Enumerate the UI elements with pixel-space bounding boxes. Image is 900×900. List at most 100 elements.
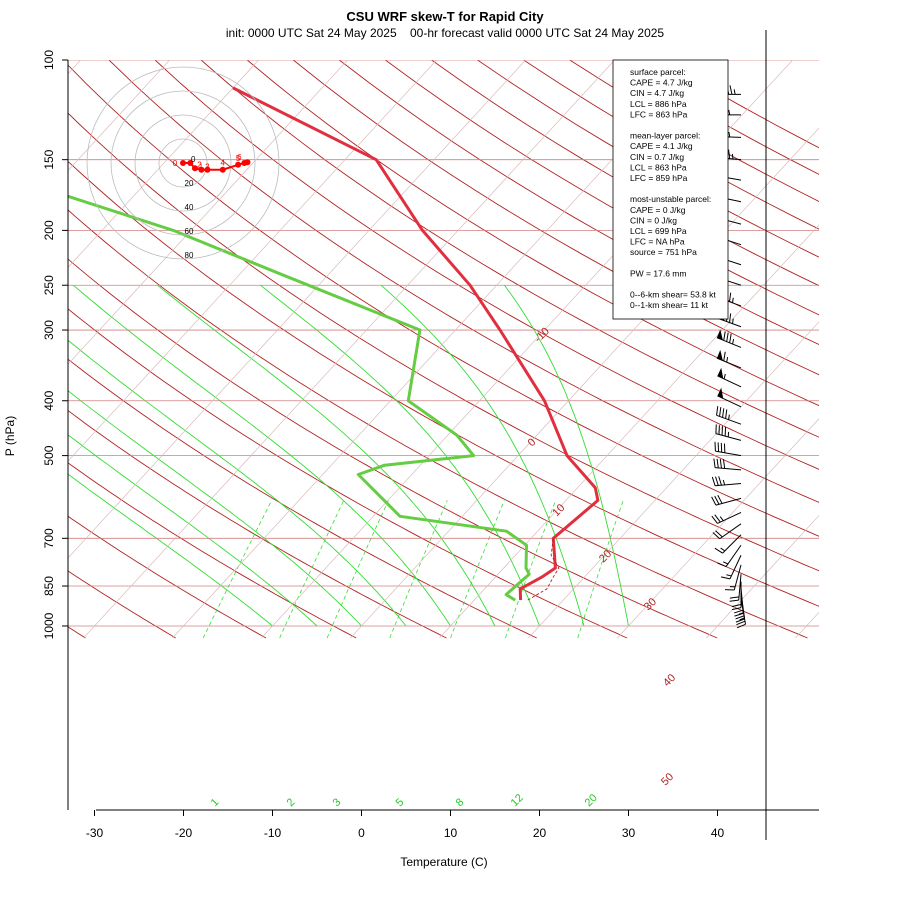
wind-barb-staff	[717, 395, 742, 408]
wind-barb-half	[728, 109, 731, 115]
wind-barb-half	[723, 373, 726, 380]
info-line: LCL = 886 hPa	[630, 99, 687, 109]
info-line: LFC = 859 hPa	[630, 173, 688, 183]
moist-adiabat	[68, 434, 318, 627]
hodograph-ring	[86, 66, 280, 260]
dry-adiabat	[68, 258, 718, 639]
isotherm	[706, 515, 819, 639]
y-tick-label: 700	[42, 528, 56, 548]
hodograph-height-label: 1	[199, 162, 204, 171]
dry-adiabat	[154, 60, 819, 470]
wind-barb	[711, 476, 742, 487]
x-tick-label: -10	[264, 826, 282, 840]
mixing-ratio-label: 2	[285, 796, 298, 809]
wind-barb-full	[734, 612, 744, 617]
mixing-ratio-label: 8	[454, 796, 467, 809]
mixing-ratio-label: 1	[209, 796, 222, 809]
wind-barb-full	[716, 406, 719, 416]
x-tick-label: -20	[175, 826, 193, 840]
y-tick-label: 400	[42, 390, 56, 410]
wind-barb-staff	[715, 433, 742, 441]
isotherm	[439, 224, 819, 639]
wind-barb-half	[720, 547, 726, 552]
wind-barb-flag	[716, 349, 723, 361]
info-line: surface parcel:	[630, 67, 686, 77]
y-tick-label: 1000	[42, 612, 56, 639]
wind-barb-full	[714, 514, 721, 523]
wind-barb-half	[738, 612, 744, 615]
dry-adiabat	[68, 358, 537, 639]
hodograph-height-label: 2	[197, 161, 202, 170]
wind-barb	[716, 406, 742, 425]
wind-barb-full	[711, 496, 717, 506]
wind-barb-full	[714, 547, 723, 554]
wind-barb-full	[729, 85, 733, 95]
dry-adiabat	[68, 308, 628, 639]
dry-adiabat	[293, 60, 819, 376]
wind-barb-full	[718, 476, 722, 486]
x-tick-label: 0	[358, 826, 365, 840]
wind-barb-flag	[717, 367, 724, 379]
isotherm-label: 30	[642, 596, 659, 613]
isotherm-label: 20	[597, 548, 614, 565]
wind-barb-full	[714, 495, 720, 505]
x-tick-label: 30	[622, 826, 636, 840]
x-tick-label: 10	[444, 826, 458, 840]
y-tick-label: 100	[42, 50, 56, 70]
temperature-profile	[232, 86, 600, 601]
moist-adiabat	[73, 284, 451, 627]
wind-barb-flag	[716, 329, 723, 341]
dry-adiabat	[246, 60, 819, 407]
wind-barb	[717, 544, 742, 567]
isotherm	[68, 60, 259, 268]
wind-barb	[729, 574, 742, 602]
wind-barb-half	[731, 153, 734, 160]
mixing-ratio-line	[279, 500, 345, 639]
y-tick-label: 250	[42, 275, 56, 295]
isotherm	[528, 321, 819, 639]
wind-barb-staff	[729, 555, 742, 580]
moist-adiabat	[157, 284, 496, 627]
wind-barb	[725, 564, 742, 591]
wind-barb-staff	[719, 523, 742, 540]
hodograph-point	[198, 166, 205, 173]
info-line: CIN = 4.7 J/kg	[630, 88, 684, 98]
hodograph-ring	[158, 138, 208, 188]
wind-barb-full	[720, 576, 731, 580]
wind-barb-staff	[717, 375, 742, 388]
mixing-ratio-label: 20	[583, 792, 600, 809]
dry-adiabat	[200, 60, 819, 438]
hodograph-height-label: 6	[237, 153, 242, 162]
info-line: most-unstable parcel:	[630, 194, 711, 204]
info-line: CAPE = 4.7 J/kg	[630, 78, 693, 88]
isotherm-label: 0	[526, 436, 539, 449]
wind-barb-full	[723, 351, 726, 362]
mixing-ratio-line	[202, 500, 273, 639]
info-line: LCL = 863 hPa	[630, 162, 687, 172]
hodograph-ring	[134, 114, 232, 212]
wind-barb-half	[728, 414, 730, 420]
wind-barb-staff	[725, 544, 742, 567]
mixing-ratio-label: 5	[394, 796, 407, 809]
isotherm-label: 50	[659, 771, 676, 788]
wind-barb-half	[728, 131, 731, 138]
mixing-ratio-line	[505, 500, 556, 639]
wind-barb-full	[722, 408, 725, 418]
wind-barb-full	[725, 409, 728, 419]
isotherm	[68, 60, 526, 559]
wind-barb-full	[719, 407, 722, 417]
wind-barb-half	[733, 89, 736, 95]
wind-barb-full	[729, 292, 732, 302]
wind-barb	[711, 495, 742, 506]
wind-barb	[712, 523, 742, 540]
info-line: 0--1-km shear= 11 kt	[630, 300, 709, 310]
wind-barb-full	[728, 149, 731, 159]
y-tick-label: 200	[42, 220, 56, 240]
chart-subtitle: init: 0000 UTC Sat 24 May 2025 00-hr for…	[226, 26, 665, 40]
hodograph-height-label: 0	[191, 155, 196, 164]
wind-barb-full	[736, 620, 746, 626]
info-line: mean-layer parcel:	[630, 131, 700, 141]
wind-barb	[716, 349, 742, 369]
x-tick-label: 20	[533, 826, 547, 840]
